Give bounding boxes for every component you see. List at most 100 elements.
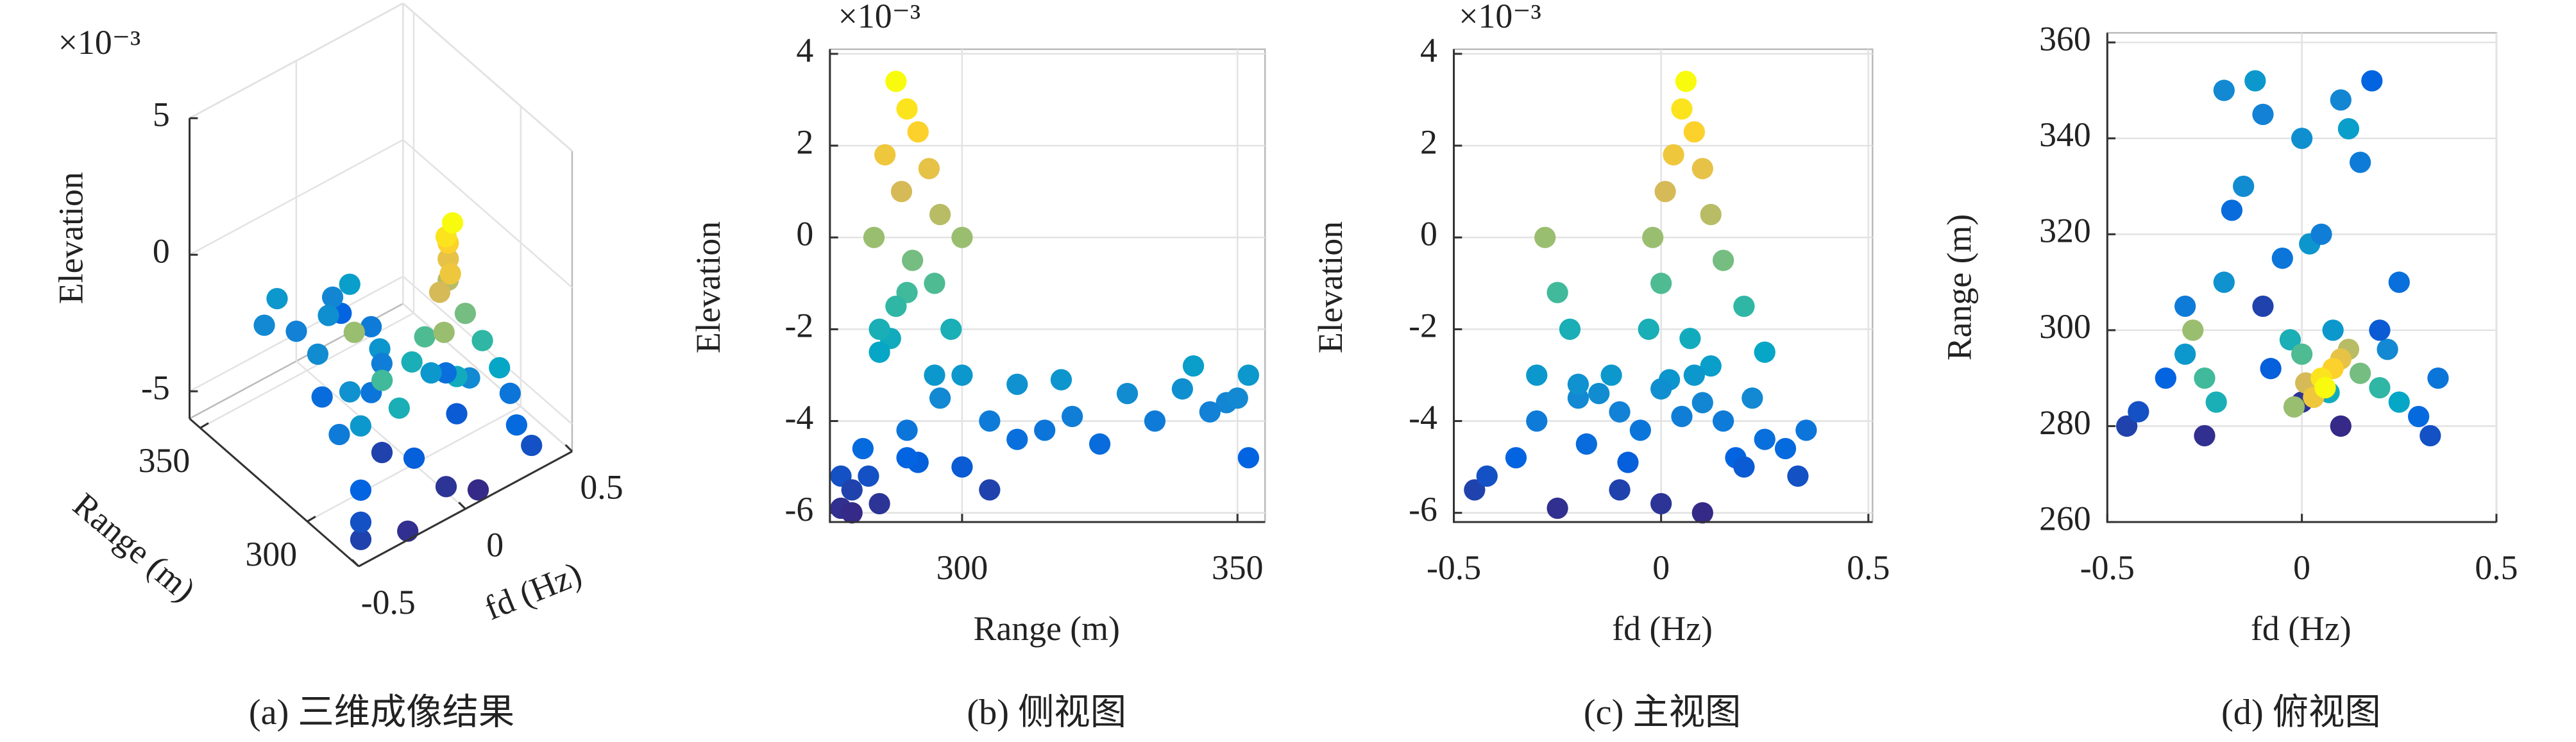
point [435,476,457,498]
y-tick-label: -2 [784,307,813,345]
subplot: -6 -4 -2 0 2 4 300 350 Elevation Range (m) ×10⁻³ (b… [689,0,1266,732]
subplot-3d: -5 0 5 -0.5 0 0.5 300 350 Elevation Range (m) fd (… [52,2,623,732]
y-tick-label: 4 [796,31,813,69]
point [253,314,275,336]
y-tick-label: -4 [784,398,813,437]
point [371,441,393,464]
y-tick-label: -6 [1409,490,1437,528]
point [940,318,962,341]
point [2427,367,2449,389]
y-axis-label: Elevation [1311,221,1350,353]
point [439,263,461,285]
point [307,343,329,365]
point [1546,282,1568,303]
grid-line [402,303,573,452]
point [388,397,410,419]
point [1061,405,1083,428]
point [1617,451,1639,473]
point [505,414,528,436]
point [266,287,288,310]
point [1050,369,1072,391]
point [1679,328,1701,350]
point [2310,223,2332,245]
grid-line [402,139,573,289]
point [321,286,344,308]
y-tick-label: 4 [1420,31,1437,69]
point [2252,295,2274,317]
z-axis-label: Elevation [52,172,90,304]
y-axis-label: Range (m) [66,485,203,609]
point [521,434,543,457]
point [1691,392,1713,414]
point [454,303,477,325]
point [869,493,890,515]
point [1691,158,1713,180]
point [2252,103,2274,125]
point [1526,364,1548,386]
point [339,381,361,403]
point [1671,98,1693,120]
point [285,320,307,342]
point [371,353,393,375]
point [1464,479,1486,501]
point [428,282,451,303]
point [2388,391,2410,413]
point [1671,405,1693,428]
z-tick-label: -5 [141,368,170,407]
point [350,479,372,501]
x-tick-label: -0.5 [1427,548,1481,587]
grid-line [402,276,573,425]
point [2322,319,2344,341]
point [1663,144,1684,166]
y-tick-label: 350 [139,441,191,480]
point [1650,273,1672,294]
point [1795,419,1817,441]
point [2182,319,2204,341]
point [1034,419,1056,441]
point [907,121,929,143]
point [467,479,489,501]
y-tick-label: 300 [2039,307,2091,346]
point [446,403,468,425]
point [1089,433,1111,455]
axis-line [358,450,573,568]
point [869,341,890,363]
y-tick-label: -6 [784,490,813,528]
point [441,212,464,234]
point [1787,465,1809,487]
point [890,181,913,203]
y-tick-label: 260 [2039,499,2091,537]
x-tick-label: 0.5 [580,468,623,507]
exponent-label: ×10⁻³ [1459,0,1541,35]
point [1476,465,1498,487]
x-tick-label: -0.5 [361,583,416,621]
point [2388,271,2410,293]
point [1199,401,1221,423]
point [1237,364,1260,386]
x-tick-label: 300 [936,548,988,587]
point [1505,447,1527,469]
point [1638,318,1659,341]
point [1600,364,1622,386]
point [1700,355,1722,377]
point [1700,203,1722,226]
point [2314,376,2336,399]
point [1650,493,1672,515]
point [2221,199,2243,221]
caption: (a) 三维成像结果 [249,693,514,732]
y-tick-label: 340 [2039,115,2091,154]
point [924,364,945,386]
subplot: 260 280 300 320 340 360 -0.5 0 0.5 Range (m) fd (H… [1940,19,2518,732]
point [2419,425,2441,447]
point [1774,437,1797,460]
x-axis-label: fd (Hz) [479,554,587,627]
point [951,456,973,478]
axis-line [2106,33,2496,523]
point [471,330,493,351]
x-axis-label: fd (Hz) [2251,609,2351,648]
point [951,226,973,248]
point [858,465,879,487]
point [1683,121,1706,143]
point [2291,343,2313,365]
